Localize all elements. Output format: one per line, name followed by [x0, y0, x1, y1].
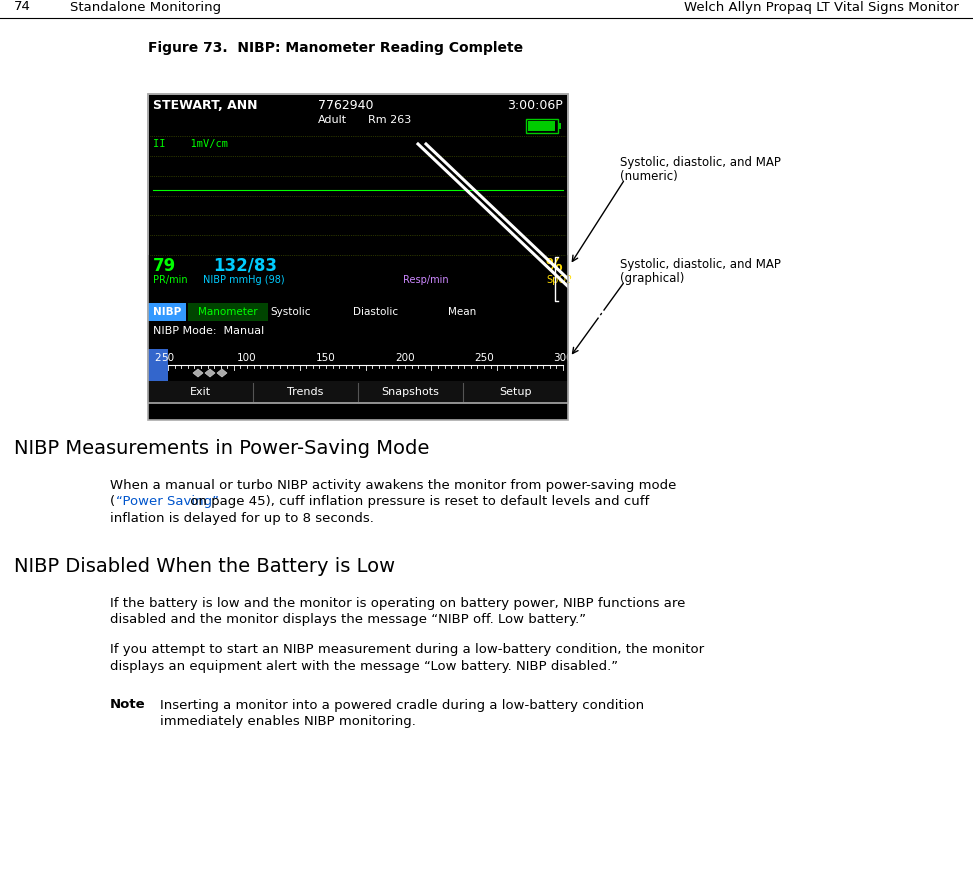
Text: When a manual or turbo NIBP activity awakens the monitor from power-saving mode: When a manual or turbo NIBP activity awa…	[110, 479, 676, 492]
Text: displays an equipment alert with the message “Low battery. NIBP disabled.”: displays an equipment alert with the mes…	[110, 660, 618, 673]
Text: Diastolic: Diastolic	[353, 307, 398, 317]
Text: (numeric): (numeric)	[620, 170, 678, 183]
Text: NIBP: NIBP	[153, 307, 181, 317]
Text: Mean: Mean	[448, 307, 476, 317]
Text: 7762940: 7762940	[318, 99, 374, 112]
Text: NIBP Mode:  Manual: NIBP Mode: Manual	[153, 326, 265, 336]
Text: 3:00:06P: 3:00:06P	[507, 99, 563, 112]
Text: 300: 300	[554, 353, 573, 363]
Bar	[148, 349, 168, 381]
Polygon shape	[193, 369, 203, 377]
Text: Systolic, diastolic, and MAP: Systolic, diastolic, and MAP	[620, 156, 781, 169]
Text: 150: 150	[316, 353, 336, 363]
Text: on page 45), cuff inflation pressure is reset to default levels and cuff: on page 45), cuff inflation pressure is …	[186, 495, 649, 508]
Text: disabled and the monitor displays the message “NIBP off. Low battery.”: disabled and the monitor displays the me…	[110, 613, 586, 626]
Text: Standalone Monitoring: Standalone Monitoring	[70, 1, 221, 14]
Polygon shape	[205, 369, 215, 377]
Text: 250: 250	[474, 353, 494, 363]
Text: Systolic: Systolic	[270, 307, 310, 317]
Bar	[148, 94, 568, 420]
Text: 100: 100	[237, 353, 257, 363]
Text: Exit: Exit	[190, 387, 211, 397]
Text: Figure 73.  NIBP: Manometer Reading Complete: Figure 73. NIBP: Manometer Reading Compl…	[148, 41, 523, 55]
Text: Inserting a monitor into a powered cradle during a low-battery condition: Inserting a monitor into a powered cradl…	[160, 699, 644, 712]
Bar	[528, 121, 555, 131]
Text: 79: 79	[153, 257, 176, 275]
Text: 74: 74	[14, 1, 31, 14]
Text: %: %	[546, 257, 562, 275]
Bar	[558, 123, 561, 129]
Bar	[188, 303, 268, 321]
Text: Welch Allyn Propaq LT Vital Signs Monitor: Welch Allyn Propaq LT Vital Signs Monito…	[684, 1, 959, 14]
Bar	[148, 94, 568, 403]
Bar	[148, 381, 568, 403]
Text: Note: Note	[110, 699, 146, 712]
Bar	[148, 321, 568, 349]
Text: Resp/min: Resp/min	[403, 275, 449, 285]
Bar	[148, 349, 568, 381]
Text: Manometer: Manometer	[198, 307, 258, 317]
Text: II    1mV/cm: II 1mV/cm	[153, 139, 228, 149]
Text: immediately enables NIBP monitoring.: immediately enables NIBP monitoring.	[160, 715, 415, 728]
Text: Snapshots: Snapshots	[381, 387, 440, 397]
Text: (graphical): (graphical)	[620, 272, 684, 285]
Text: Setup: Setup	[499, 387, 532, 397]
Text: Trends: Trends	[287, 387, 324, 397]
Text: 2: 2	[155, 353, 162, 363]
Text: Rm 263: Rm 263	[368, 115, 412, 125]
Text: Adult: Adult	[318, 115, 347, 125]
Text: inflation is delayed for up to 8 seconds.: inflation is delayed for up to 8 seconds…	[110, 512, 374, 525]
Text: (: (	[110, 495, 115, 508]
Text: If the battery is low and the monitor is operating on battery power, NIBP functi: If the battery is low and the monitor is…	[110, 596, 685, 609]
Text: “Power Saving”: “Power Saving”	[116, 495, 219, 508]
Text: NIBP Measurements in Power-Saving Mode: NIBP Measurements in Power-Saving Mode	[14, 439, 429, 458]
Bar	[148, 303, 568, 321]
Text: If you attempt to start an NIBP measurement during a low-battery condition, the : If you attempt to start an NIBP measurem…	[110, 644, 704, 656]
Text: NIBP mmHg (98): NIBP mmHg (98)	[203, 275, 285, 285]
Bar	[526, 119, 558, 133]
Polygon shape	[217, 369, 227, 377]
Text: PR/min: PR/min	[153, 275, 188, 285]
Text: 132/83: 132/83	[213, 257, 277, 275]
Text: 50: 50	[162, 353, 174, 363]
Text: SpO2: SpO2	[546, 275, 572, 285]
Text: Systolic, diastolic, and MAP: Systolic, diastolic, and MAP	[620, 258, 781, 271]
Text: STEWART, ANN: STEWART, ANN	[153, 99, 258, 112]
Text: 200: 200	[395, 353, 414, 363]
Bar	[148, 255, 568, 303]
Bar	[148, 303, 186, 321]
Text: NIBP Disabled When the Battery is Low: NIBP Disabled When the Battery is Low	[14, 556, 395, 575]
